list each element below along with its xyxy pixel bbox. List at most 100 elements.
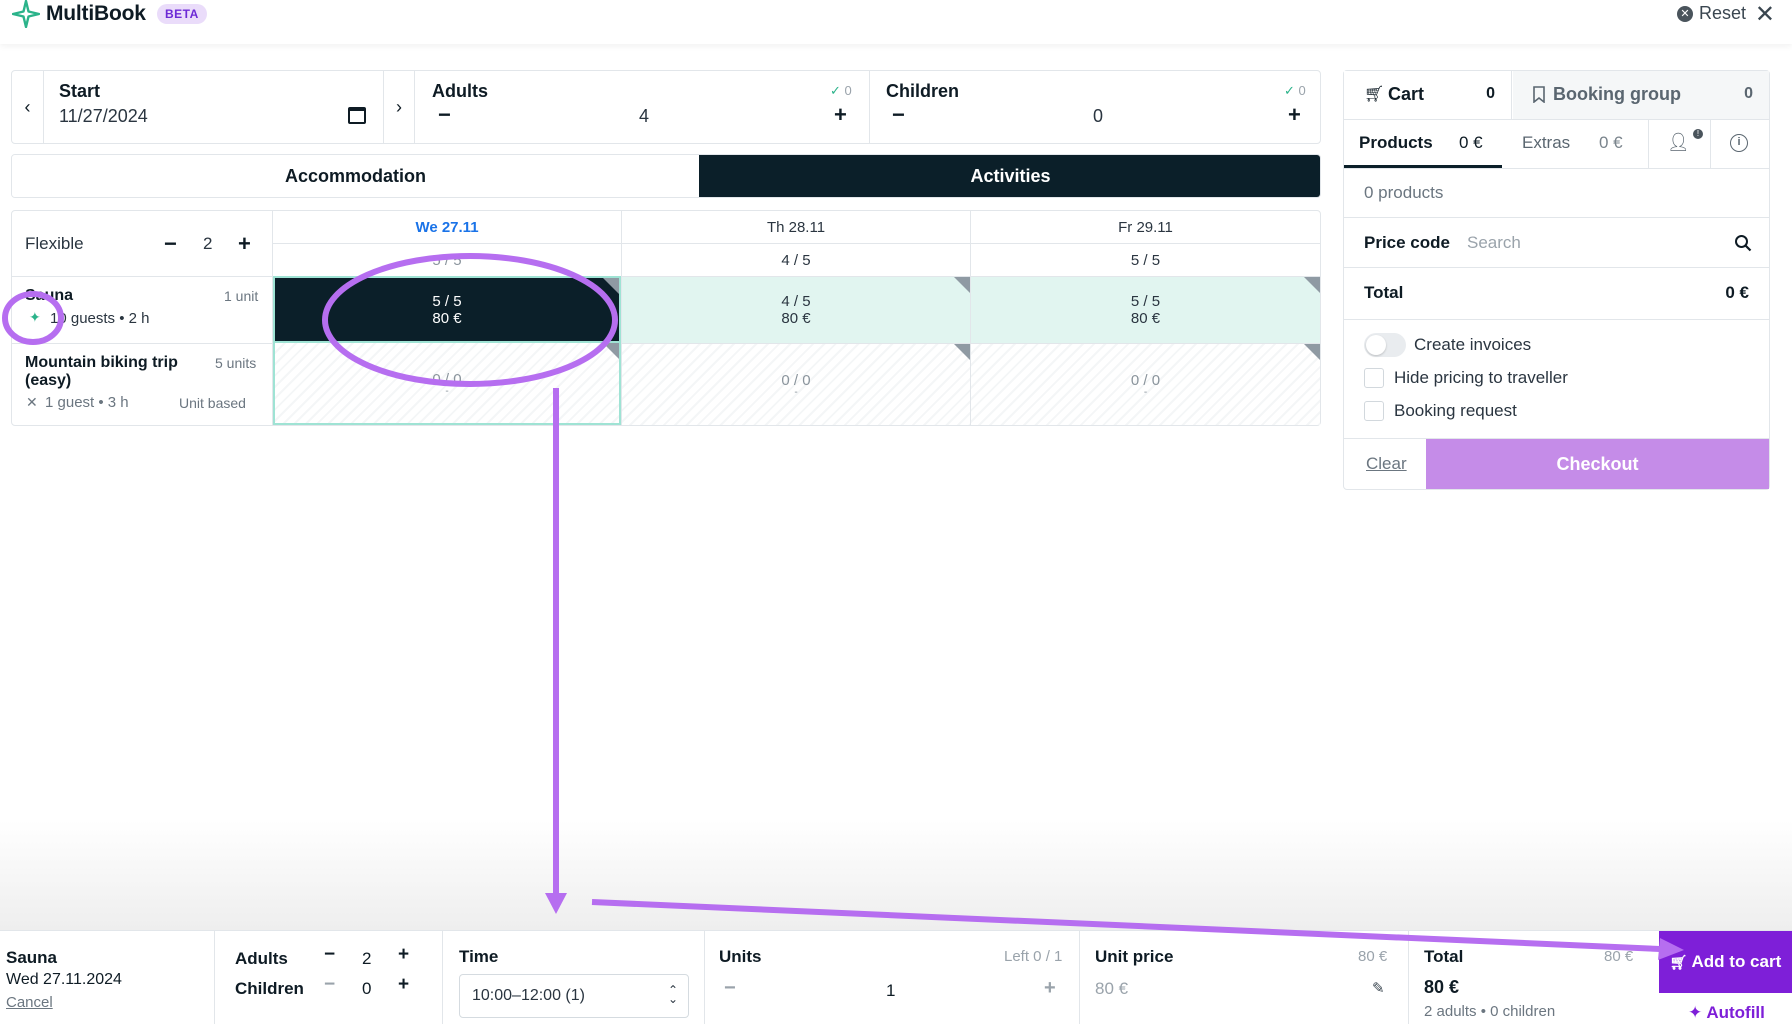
resource-name-biking: Mountain biking trip <box>25 354 178 371</box>
price-code-label: Price code <box>1364 233 1450 252</box>
day-header-selected[interactable]: We 27.11 <box>415 218 479 236</box>
divider <box>971 276 1320 277</box>
pencil-icon[interactable]: ✎ <box>1372 980 1385 997</box>
booking-request-label: Booking request <box>1394 401 1517 420</box>
adults-decrement-button[interactable]: − <box>324 944 336 965</box>
check-icon: ✓ <box>830 83 841 98</box>
resource-meta-biking: 1 guest • 3 h <box>45 394 129 411</box>
total-label: Total <box>1364 283 1404 302</box>
cell-price: - <box>794 387 798 398</box>
close-icon: ✕ <box>26 394 38 410</box>
time-select[interactable]: 10:00–12:00 (1) ⌃ ⌄ <box>459 974 689 1018</box>
divider <box>273 243 622 244</box>
cart-sub-tabs: Products 0 € Extras 0 € 👤︎ ! i <box>1344 120 1769 169</box>
start-date-input[interactable]: 11/27/2024 <box>59 106 148 126</box>
resource-column: Flexible − 2 + Sauna 1 unit ✦ 10 guests … <box>12 211 273 425</box>
autofill-button[interactable]: ✦ Autofill <box>1688 1003 1765 1023</box>
adults-increment-button[interactable]: + <box>834 102 847 127</box>
availability-cell[interactable]: 0 / 0 - <box>622 344 970 425</box>
availability-cell[interactable]: 0 / 0 - <box>971 344 1320 425</box>
availability-grid: Flexible − 2 + Sauna 1 unit ✦ 10 guests … <box>11 210 1321 426</box>
divider <box>1344 267 1769 268</box>
tab-activities[interactable]: Activities <box>699 155 1320 197</box>
next-date-button[interactable]: › <box>383 71 415 143</box>
resource-meta-sauna: 10 guests • 2 h <box>50 310 150 327</box>
corner-marker <box>1304 344 1320 360</box>
adults-label: Adults <box>432 81 488 101</box>
day-header[interactable]: Fr 29.11 <box>1118 218 1173 236</box>
reset-icon: ✕ <box>1676 5 1693 22</box>
clear-link[interactable]: Clear <box>1366 454 1407 473</box>
adults-count: 2 <box>362 949 372 968</box>
adults-label: Adults <box>235 949 288 968</box>
previous-date-button[interactable]: ‹ <box>12 71 44 143</box>
cell-availability: 0 / 0 <box>432 370 462 388</box>
divider <box>214 931 215 1024</box>
adults-decrement-button[interactable]: − <box>438 102 451 127</box>
units-increment-button[interactable]: + <box>1044 977 1056 999</box>
close-icon[interactable]: ✕ <box>1754 1 1775 28</box>
info-icon[interactable]: i <box>1730 134 1748 152</box>
flexible-decrement-button[interactable]: − <box>164 231 177 256</box>
total-hint: 80 € <box>1604 948 1634 965</box>
checkout-button[interactable]: Checkout <box>1426 439 1769 489</box>
day-availability: 4 / 5 <box>781 251 811 269</box>
children-decrement-button[interactable]: − <box>324 974 336 995</box>
booking-filter: ‹ Start 11/27/2024 › Adults ✓ 0 − 4 + Ch… <box>11 70 1321 144</box>
divider <box>12 343 273 344</box>
cart-tab-label: Cart <box>1388 84 1425 104</box>
corner-marker <box>954 344 970 360</box>
unit-based-badge: Unit based <box>179 395 246 411</box>
resource-units-sauna: 1 unit <box>224 288 259 304</box>
tab-booking-group[interactable]: Booking group 0 <box>1513 71 1769 119</box>
availability-cell-selected[interactable]: 5 / 5 80 € <box>273 276 621 343</box>
corner-marker <box>603 343 619 359</box>
traveller-icon[interactable]: 👤︎ <box>1667 132 1690 152</box>
units-decrement-button[interactable]: − <box>724 977 736 999</box>
search-icon[interactable] <box>1734 234 1752 252</box>
children-decrement-button[interactable]: − <box>892 102 905 127</box>
availability-cell[interactable]: 0 / 0 - <box>273 343 621 425</box>
resource-name-sauna: Sauna <box>25 287 74 304</box>
availability-cell[interactable]: 5 / 5 80 € <box>971 277 1320 343</box>
cell-price: - <box>445 385 449 397</box>
divider <box>1344 319 1769 320</box>
tab-products[interactable]: Products 0 € <box>1344 120 1502 168</box>
children-count: 0 <box>362 979 372 998</box>
divider <box>1344 217 1769 218</box>
cancel-link[interactable]: Cancel <box>6 994 53 1011</box>
flexible-increment-button[interactable]: + <box>238 231 251 256</box>
divider <box>704 931 705 1024</box>
divider <box>622 276 971 277</box>
tab-accommodation[interactable]: Accommodation <box>12 155 699 197</box>
cart-panel: 🛒︎ Cart 0 Booking group 0 Products 0 € E… <box>1343 70 1770 490</box>
tab-cart[interactable]: 🛒︎ Cart 0 <box>1344 71 1512 119</box>
multibook-logo-icon <box>12 0 40 28</box>
booking-request-checkbox[interactable] <box>1364 401 1384 421</box>
booking-group-count: 0 <box>1744 85 1753 102</box>
units-count: 1 <box>886 981 896 1000</box>
hide-pricing-checkbox[interactable] <box>1364 368 1384 388</box>
corner-marker <box>954 277 970 293</box>
calendar-icon[interactable] <box>348 107 366 124</box>
children-increment-button[interactable]: + <box>1288 102 1301 127</box>
children-increment-button[interactable]: + <box>398 974 410 995</box>
price-code-input[interactable]: Search <box>1467 233 1521 252</box>
reset-button[interactable]: ✕ Reset <box>1676 3 1746 24</box>
tab-extras[interactable]: Extras <box>1522 133 1571 152</box>
time-label: Time <box>459 947 499 966</box>
divider <box>1344 438 1769 439</box>
unit-price-value[interactable]: 80 € <box>1095 979 1129 998</box>
bottom-fade <box>0 820 1792 930</box>
units-left: Left 0 / 1 <box>1004 948 1063 965</box>
adults-increment-button[interactable]: + <box>398 944 410 965</box>
add-to-cart-button[interactable]: 🛒︎ Add to cart <box>1659 931 1792 993</box>
corner-marker <box>1304 277 1320 293</box>
create-invoices-toggle[interactable] <box>1364 333 1406 357</box>
cart-count: 0 <box>1486 85 1495 102</box>
cell-availability: 4 / 5 <box>781 293 811 310</box>
chevron-up-down-icon: ⌃ ⌄ <box>667 983 678 1006</box>
availability-cell[interactable]: 4 / 5 80 € <box>622 277 970 343</box>
day-header[interactable]: Th 28.11 <box>766 218 826 236</box>
check-icon: ✓ <box>1284 83 1295 98</box>
